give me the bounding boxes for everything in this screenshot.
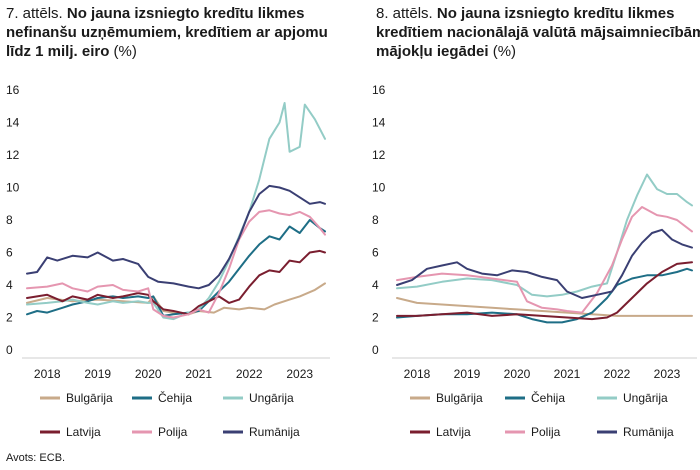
- legend-label-ungarija: Ungārija: [249, 391, 294, 405]
- series-line-polija: [26, 209, 326, 319]
- y-tick-label: 8: [372, 213, 379, 227]
- legend-label-cehija: Čehija: [531, 390, 565, 405]
- legend-label-latvija: Latvija: [436, 425, 471, 439]
- legend-label-rumanija: Rumānija: [249, 425, 300, 439]
- series-line-bulgarija: [396, 297, 693, 317]
- y-tick-label: 4: [372, 278, 379, 292]
- title-unit: (%): [113, 43, 137, 60]
- legend-label-bulgarija: Bulgārija: [66, 391, 113, 405]
- x-tick-label: 2021: [185, 367, 212, 381]
- y-tick-label: 2: [6, 311, 13, 325]
- y-tick-label: 14: [372, 116, 386, 130]
- legend-label-ungarija: Ungārija: [623, 391, 668, 405]
- y-tick-label: 16: [372, 83, 386, 97]
- x-tick-label: 2019: [454, 367, 481, 381]
- legend-label-cehija: Čehija: [158, 390, 192, 405]
- y-tick-label: 6: [6, 246, 13, 260]
- series-line-latvija: [396, 261, 693, 321]
- legend-label-bulgarija: Bulgārija: [436, 391, 483, 405]
- x-tick-label: 2023: [654, 367, 681, 381]
- y-tick-label: 0: [372, 343, 379, 357]
- title-unit: (%): [492, 43, 517, 60]
- series-line-latvija: [26, 249, 326, 316]
- y-tick-label: 10: [6, 181, 20, 195]
- y-tick-label: 10: [372, 181, 386, 195]
- chart-panel-2: 0 2 4 6 8 10 12 14 16 2018 2019 2020 2021 2022 2023 Bul…: [372, 83, 697, 439]
- x-tick-label: 2022: [604, 367, 631, 381]
- x-tick-label: 2021: [554, 367, 581, 381]
- series-line-polija: [396, 206, 693, 314]
- chart-title-left: 7. attēls. No jauna izsniegto kredītu li…: [6, 4, 336, 61]
- y-tick-label: 14: [6, 116, 20, 130]
- series-line-ungarija: [396, 173, 693, 298]
- x-tick-label: 2019: [84, 367, 111, 381]
- x-tick-label: 2018: [34, 367, 61, 381]
- chart-panel-1: 0 2 4 6 8 10 12 14 16 2018 2019 2020 2021 2022 2023 Bul…: [6, 83, 330, 439]
- series-line-rumanija: [396, 228, 693, 299]
- x-tick-label: 2023: [286, 367, 313, 381]
- legend-label-polija: Polija: [158, 425, 188, 439]
- y-tick-label: 12: [6, 148, 20, 162]
- chart-title-right: 8. attēls. No jauna izsniegto kredītu li…: [376, 4, 700, 61]
- y-tick-label: 12: [372, 148, 386, 162]
- source-note: Avots: ECB.: [6, 452, 66, 464]
- legend-label-polija: Polija: [531, 425, 561, 439]
- series-line-rumanija: [26, 184, 326, 290]
- x-tick-label: 2018: [404, 367, 431, 381]
- y-tick-label: 2: [372, 311, 379, 325]
- title-prefix: 7. attēls.: [6, 5, 63, 22]
- x-tick-label: 2020: [504, 367, 531, 381]
- title-main: No jauna izsniegto kredītu likmes nefina…: [6, 5, 328, 60]
- y-tick-label: 16: [6, 83, 20, 97]
- y-tick-label: 4: [6, 278, 13, 292]
- y-tick-label: 8: [6, 213, 13, 227]
- title-prefix: 8. attēls.: [376, 5, 433, 22]
- x-tick-label: 2022: [236, 367, 263, 381]
- legend-label-latvija: Latvija: [66, 425, 101, 439]
- series-line-ungarija: [26, 102, 326, 321]
- title-main: No jauna izsniegto kredītu likmes kredīt…: [376, 5, 700, 60]
- x-tick-label: 2020: [135, 367, 162, 381]
- y-tick-label: 0: [6, 343, 13, 357]
- legend-label-rumanija: Rumānija: [623, 425, 674, 439]
- y-tick-label: 6: [372, 246, 379, 260]
